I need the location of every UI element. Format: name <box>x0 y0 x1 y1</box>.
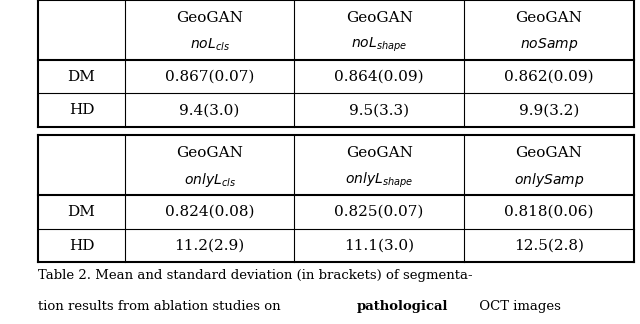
Text: GeoGAN: GeoGAN <box>176 146 243 160</box>
Text: 0.867(0.07): 0.867(0.07) <box>165 70 254 84</box>
Text: $onlyL_{cls}$: $onlyL_{cls}$ <box>184 171 236 189</box>
Text: HD: HD <box>69 103 94 117</box>
Text: GeoGAN: GeoGAN <box>176 11 243 25</box>
Text: 0.818(0.06): 0.818(0.06) <box>504 205 593 219</box>
Text: 0.824(0.08): 0.824(0.08) <box>164 205 254 219</box>
Text: $noSamp$: $noSamp$ <box>520 36 578 53</box>
Text: GeoGAN: GeoGAN <box>515 11 582 25</box>
Text: tion results from ablation studies on: tion results from ablation studies on <box>38 300 285 313</box>
Text: DM: DM <box>68 70 95 84</box>
Text: $onlyL_{shape}$: $onlyL_{shape}$ <box>345 170 413 190</box>
Text: GeoGAN: GeoGAN <box>346 11 413 25</box>
Text: pathological: pathological <box>357 300 449 313</box>
Text: $noL_{cls}$: $noL_{cls}$ <box>189 37 230 53</box>
Text: 11.2(2.9): 11.2(2.9) <box>174 238 244 253</box>
Text: HD: HD <box>69 238 94 253</box>
Text: $onlySamp$: $onlySamp$ <box>514 171 584 189</box>
Text: 0.864(0.09): 0.864(0.09) <box>334 70 424 84</box>
Text: GeoGAN: GeoGAN <box>346 146 413 160</box>
Text: Table 2. Mean and standard deviation (in brackets) of segmenta-: Table 2. Mean and standard deviation (in… <box>38 269 473 282</box>
Text: OCT images: OCT images <box>475 300 561 313</box>
Text: 12.5(2.8): 12.5(2.8) <box>514 238 584 253</box>
Text: $noL_{shape}$: $noL_{shape}$ <box>351 36 407 54</box>
Text: 0.862(0.09): 0.862(0.09) <box>504 70 593 84</box>
Text: 0.825(0.07): 0.825(0.07) <box>335 205 424 219</box>
Text: DM: DM <box>68 205 95 219</box>
Text: 9.5(3.3): 9.5(3.3) <box>349 103 409 117</box>
Text: 11.1(3.0): 11.1(3.0) <box>344 238 414 253</box>
Text: 9.4(3.0): 9.4(3.0) <box>179 103 240 117</box>
Text: 9.9(3.2): 9.9(3.2) <box>518 103 579 117</box>
Text: GeoGAN: GeoGAN <box>515 146 582 160</box>
